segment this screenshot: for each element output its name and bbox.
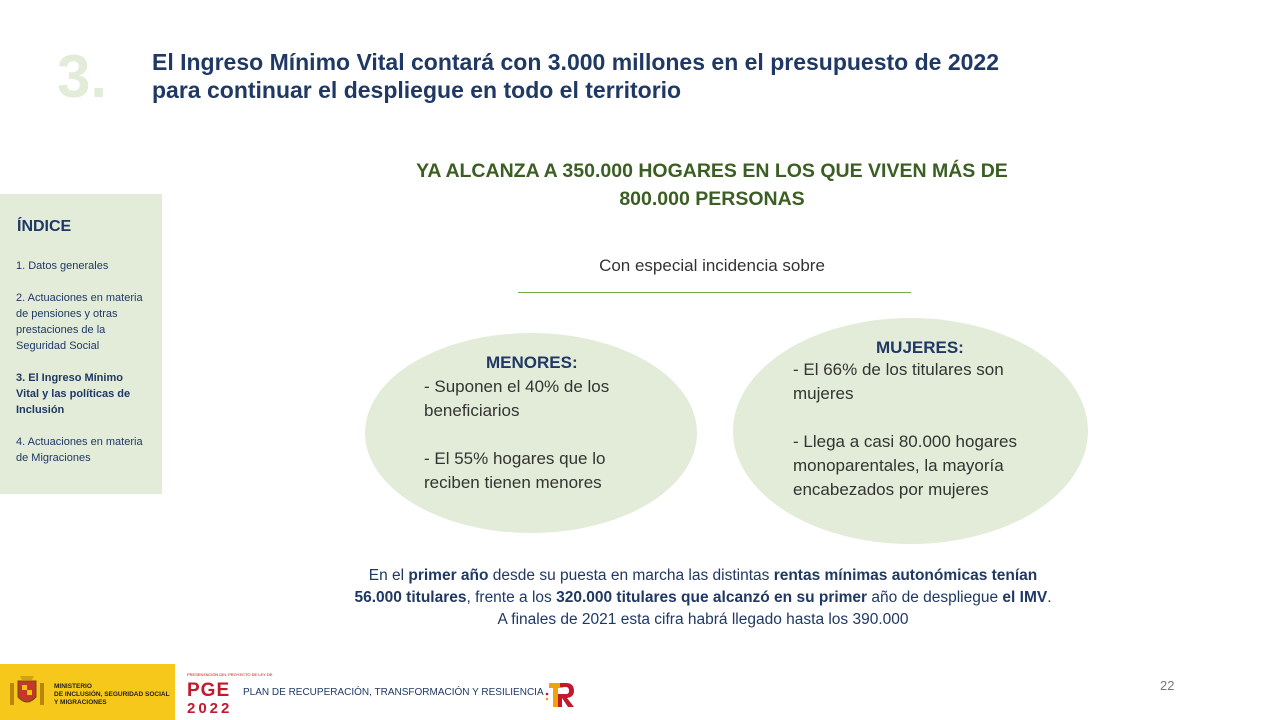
mujeres-line: monoparentales, la mayoría — [793, 456, 1004, 475]
index-item-pensiones[interactable]: 2. Actuaciones en materia de pensiones y… — [16, 292, 143, 352]
subhead-underline — [518, 292, 911, 293]
index-panel: ÍNDICE 1. Datos generales 2. Actuaciones… — [0, 194, 162, 494]
footnote-text: En el — [368, 567, 409, 584]
pge-word: PGE — [187, 680, 231, 701]
ministry-line: MINISTERIO — [54, 683, 92, 690]
index-item-imv[interactable]: 3. El Ingreso Mínimo Vital y las polític… — [16, 372, 131, 416]
footnote-line-2: 56.000 titulares, frente a los 320.000 t… — [300, 587, 1106, 609]
ministry-line: DE INCLUSIÓN, SEGURIDAD SOCIAL — [54, 691, 170, 698]
index-item-datos-generales[interactable]: 1. Datos generales — [16, 260, 109, 272]
recovery-plan-label: PLAN DE RECUPERACIÓN, TRANSFORMACIÓN Y R… — [243, 687, 544, 698]
pge-logo: PRESENTACIÓN DEL PROYECTO DE LEY DE PGE … — [187, 672, 272, 717]
recovery-plan-logo-icon — [545, 683, 574, 707]
mujeres-title: MUJERES: — [876, 338, 964, 357]
footnote-emphasis: 56.000 titulares — [354, 589, 467, 606]
section-number: 3. — [57, 43, 108, 110]
headline: YA ALCANZA A 350.000 HOGARES EN LOS QUE … — [370, 157, 1054, 213]
footnote-text: . — [1047, 589, 1052, 606]
menores-line: beneficiarios — [424, 401, 520, 420]
coat-of-arms-icon — [10, 676, 44, 705]
headline-line-2: 800.000 PERSONAS — [619, 188, 805, 210]
menores-ellipse: MENORES: - Suponen el 40% de los benefic… — [365, 333, 697, 533]
index-heading: ÍNDICE — [17, 218, 72, 235]
mujeres-line: mujeres — [793, 384, 854, 403]
footnote-text: desde su puesta en marcha las distintas — [488, 567, 774, 584]
footnote-text: año de despliegue — [867, 589, 1003, 606]
ministry-logo-block: MINISTERIO DE INCLUSIÓN, SEGURIDAD SOCIA… — [0, 664, 175, 720]
page-title-line-1: El Ingreso Mínimo Vital contará con 3.00… — [152, 49, 1000, 75]
page-title-line-2: para continuar el despliegue en todo el … — [152, 77, 682, 103]
ministry-name: MINISTERIO DE INCLUSIÓN, SEGURIDAD SOCIA… — [54, 683, 170, 707]
mujeres-line: encabezados por mujeres — [793, 480, 989, 499]
footnote-line-1: En el primer año desde su puesta en marc… — [300, 565, 1106, 587]
mujeres-line: - El 66% de los titulares son — [793, 360, 1004, 379]
subhead: Con especial incidencia sobre — [599, 256, 825, 275]
page-number: 22 — [1160, 678, 1175, 693]
pge-caption: PRESENTACIÓN DEL PROYECTO DE LEY DE — [187, 672, 273, 677]
pge-year: 2022 — [187, 700, 233, 717]
menores-line: - Suponen el 40% de los — [424, 377, 610, 396]
footnote-line-3: A finales de 2021 esta cifra habrá llega… — [497, 611, 909, 628]
menores-line: - El 55% hogares que lo — [424, 449, 606, 468]
footnote-emphasis: el IMV — [1002, 589, 1048, 606]
footnote-text: , frente a los — [466, 589, 557, 606]
footnote-emphasis: primer año — [408, 567, 489, 584]
menores-line: reciben tienen menores — [424, 473, 602, 492]
footnote-emphasis: 320.000 titulares que alcanzó en su prim… — [556, 589, 868, 606]
footnote: En el primer año desde su puesta en marc… — [300, 565, 1106, 631]
menores-title: MENORES: — [486, 353, 578, 372]
footnote-emphasis: rentas mínimas autonómicas tenían — [773, 567, 1038, 584]
mujeres-line: - Llega a casi 80.000 hogares — [793, 432, 1017, 451]
mujeres-ellipse: MUJERES: - El 66% de los titulares son m… — [733, 318, 1088, 544]
headline-line-1: YA ALCANZA A 350.000 HOGARES EN LOS QUE … — [416, 160, 1008, 182]
ministry-line: Y MIGRACIONES — [54, 699, 107, 706]
index-item-migraciones[interactable]: 4. Actuaciones en materia de Migraciones — [16, 436, 143, 464]
page-title: El Ingreso Mínimo Vital contará con 3.00… — [152, 48, 1112, 104]
